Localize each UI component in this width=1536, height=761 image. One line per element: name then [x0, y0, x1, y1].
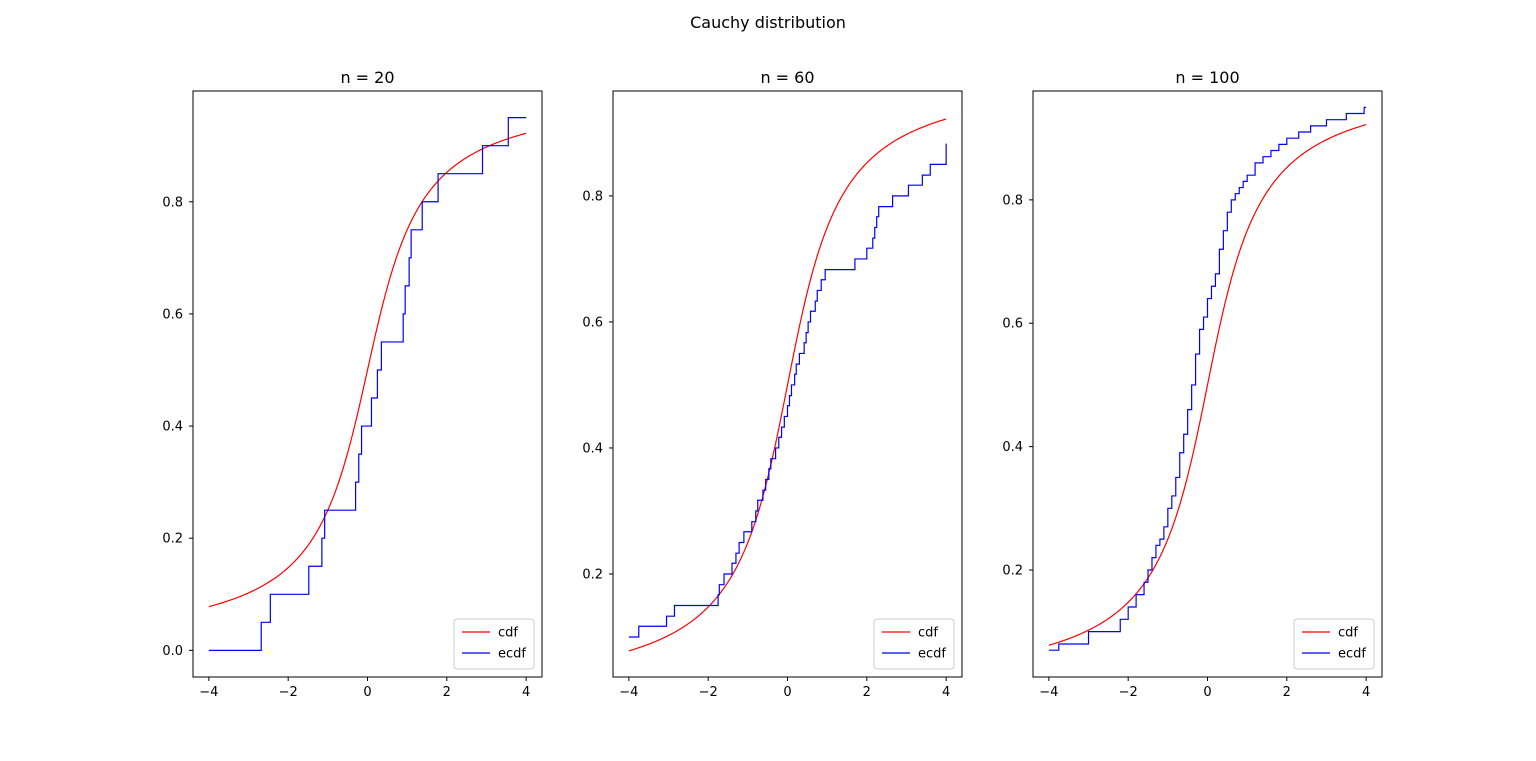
figure-suptitle: Cauchy distribution	[690, 13, 846, 32]
x-tick-label: 4	[522, 685, 530, 700]
x-tick-label: 4	[942, 685, 950, 700]
x-tick-label: 2	[863, 685, 871, 700]
x-tick-label: 0	[363, 685, 371, 700]
y-tick-label: 0.6	[162, 307, 183, 322]
subplot-2: n = 60 −4 −2 0 2 4 0.2 0.4 0.6 0.8 cdf ecdf	[582, 68, 963, 700]
x-tick-label: 2	[443, 685, 451, 700]
legend-frame	[453, 618, 535, 670]
y-tick-label: 0.8	[1002, 193, 1023, 208]
legend: cdf ecdf	[873, 618, 955, 670]
legend-label-cdf: cdf	[918, 626, 938, 641]
x-tick-label: 0	[783, 685, 791, 700]
legend-label-cdf: cdf	[498, 626, 518, 641]
x-tick-label: −4	[1039, 685, 1058, 700]
y-tick-label: 0.8	[582, 189, 603, 204]
x-tick-label: −2	[1119, 685, 1138, 700]
series-line-ecdf	[628, 143, 947, 638]
subplot-3: n = 100 −4 −2 0 2 4 0.2 0.4 0.6 0.8 cdf ecdf	[1002, 68, 1383, 700]
y-tick-label: 0.8	[162, 195, 183, 210]
subplot-title: n = 100	[1175, 68, 1239, 87]
series-line-cdf	[1048, 124, 1367, 646]
x-tick-label: 0	[1203, 685, 1211, 700]
y-tick-label: 0.6	[582, 315, 603, 330]
x-tick-label: −4	[619, 685, 638, 700]
series-line-ecdf	[208, 117, 527, 651]
legend-label-cdf: cdf	[1338, 626, 1358, 641]
legend: cdf ecdf	[1293, 618, 1375, 670]
y-tick-label: 0.4	[162, 420, 183, 435]
y-tick-label: 0.0	[162, 644, 183, 659]
x-tick-label: −4	[199, 685, 218, 700]
series-line-cdf	[208, 132, 527, 608]
series-line-ecdf	[1048, 106, 1367, 651]
y-tick-label: 0.2	[162, 532, 183, 547]
series-line-cdf	[628, 118, 947, 652]
x-tick-label: 4	[1362, 685, 1370, 700]
subplot-title: n = 60	[760, 68, 814, 87]
y-tick-label: 0.2	[1002, 563, 1023, 578]
y-tick-label: 0.4	[1002, 440, 1023, 455]
legend-label-ecdf: ecdf	[918, 647, 946, 662]
legend-frame	[873, 618, 955, 670]
x-tick-label: −2	[279, 685, 298, 700]
subplot-title: n = 20	[340, 68, 394, 87]
legend-label-ecdf: ecdf	[498, 647, 526, 662]
legend-label-ecdf: ecdf	[1338, 647, 1366, 662]
legend-frame	[1293, 618, 1375, 670]
y-tick-label: 0.6	[1002, 317, 1023, 332]
legend: cdf ecdf	[453, 618, 535, 670]
x-tick-label: −2	[699, 685, 718, 700]
y-tick-label: 0.2	[582, 567, 603, 582]
subplot-1: n = 20 −4 −2 0 2 4 0.0 0.2 0.4 0.6 0.8 cdf ecdf	[162, 68, 543, 700]
x-tick-label: 2	[1283, 685, 1291, 700]
y-tick-label: 0.4	[582, 441, 603, 456]
